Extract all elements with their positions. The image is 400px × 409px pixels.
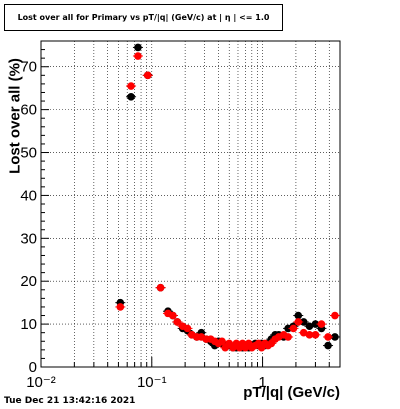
data-point	[294, 318, 303, 326]
x-tick-label: 1	[258, 374, 266, 391]
data-point	[134, 52, 142, 60]
y-tick-label: 10	[20, 316, 37, 333]
y-tick-label: 30	[20, 230, 37, 247]
y-tick-label: 60	[20, 102, 37, 119]
data-point	[156, 283, 165, 292]
data-point	[173, 318, 182, 326]
data-point	[218, 337, 226, 346]
data-point	[324, 341, 332, 350]
data-point	[143, 71, 152, 80]
y-tick-label: 70	[20, 59, 37, 76]
data-point	[311, 320, 320, 328]
data-point	[317, 320, 326, 328]
y-tick-label: 0	[29, 359, 37, 376]
plot-frame	[40, 40, 341, 368]
y-tick-label: 20	[20, 273, 37, 290]
data-point	[331, 311, 339, 320]
y-tick-label: 40	[20, 187, 37, 204]
data-point	[284, 333, 292, 341]
x-tick-label: 10⁻²	[26, 374, 56, 391]
data-point	[127, 82, 135, 90]
data-point	[183, 324, 192, 333]
data-point	[289, 324, 298, 333]
data-markers	[115, 43, 340, 352]
data-point	[324, 333, 332, 341]
datestamp: Tue Dec 21 13:42:16 2021	[4, 396, 136, 406]
data-point	[299, 318, 308, 326]
data-point	[311, 331, 320, 339]
title-box: Lost over all for Primary vs pT/|q| (GeV…	[4, 4, 283, 31]
data-point	[116, 303, 125, 311]
data-point	[127, 92, 135, 101]
chart-title: Lost over all for Primary vs pT/|q| (GeV…	[17, 13, 270, 22]
y-axis-label: Lost over all (%)	[6, 58, 24, 174]
data-point	[305, 331, 314, 339]
y-tick-label: 50	[20, 145, 37, 162]
x-tick-label: 10⁻¹	[137, 374, 167, 391]
data-point	[134, 43, 142, 52]
grid-lines	[41, 41, 340, 367]
x-axis-label: pT/|q| (GeV/c)	[243, 384, 340, 401]
data-point	[169, 311, 177, 320]
series-red	[115, 52, 340, 352]
axes: 0 10 20 30 40 50 60 70 10⁻² 10⁻¹ 1	[20, 40, 341, 391]
data-point	[331, 333, 339, 341]
data-point	[294, 311, 303, 320]
series-black	[115, 43, 340, 352]
